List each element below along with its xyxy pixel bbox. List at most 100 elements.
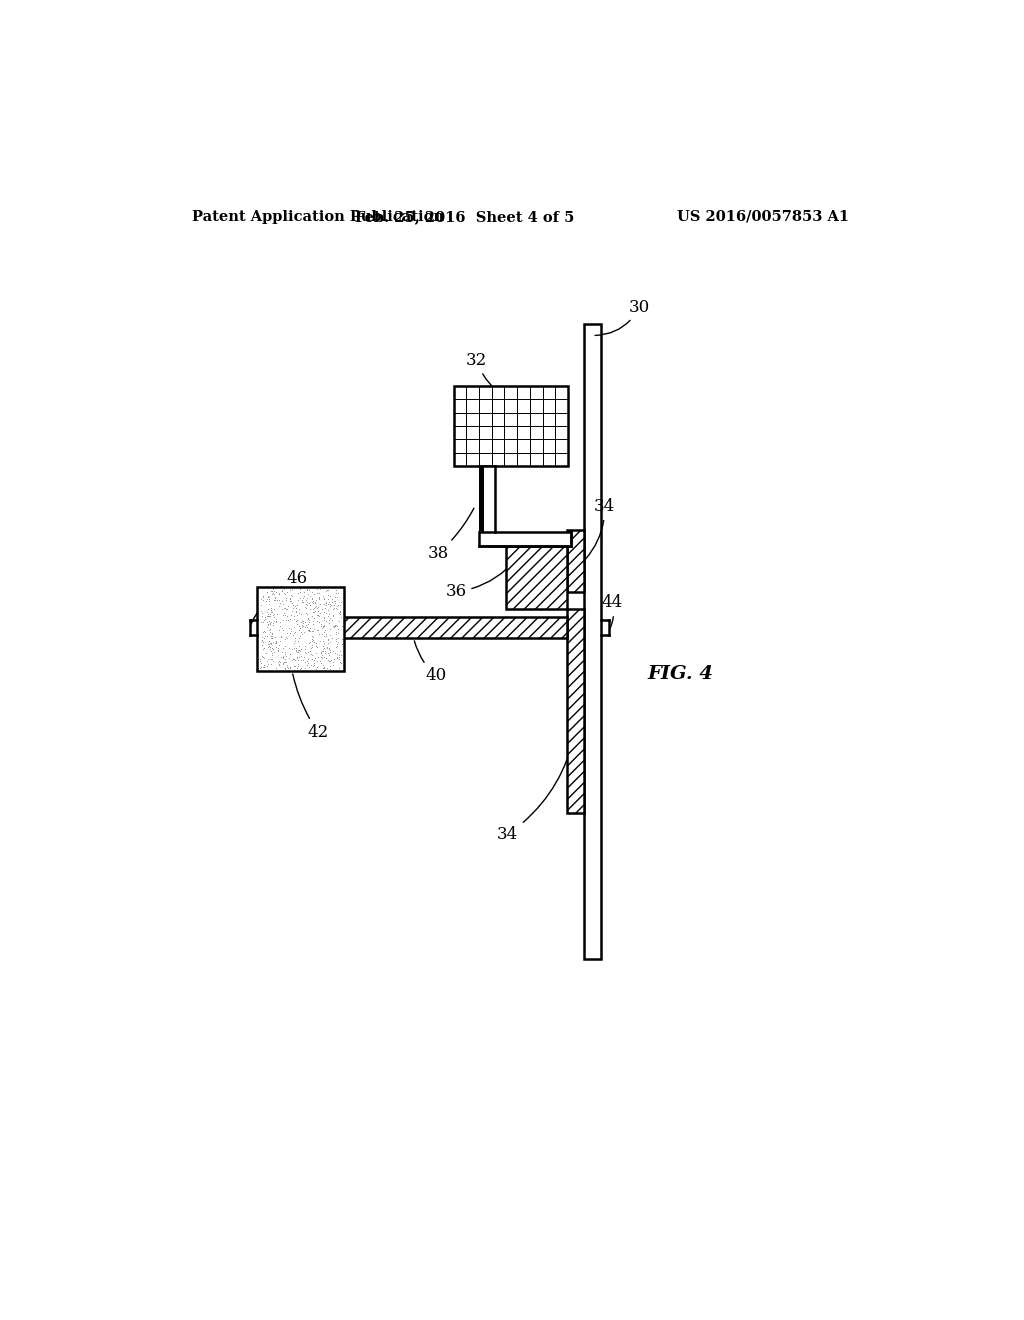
Point (328, 631, 344, 652)
Point (300, 583, 316, 605)
Point (287, 655, 303, 676)
Point (263, 626, 280, 647)
Point (306, 618, 323, 639)
Point (282, 657, 298, 678)
Point (283, 620, 299, 642)
Point (273, 591, 290, 612)
Point (290, 631, 306, 652)
Point (300, 611, 316, 632)
Point (331, 610, 347, 631)
Point (292, 578, 308, 599)
Point (274, 610, 291, 631)
Point (256, 638, 272, 659)
Point (261, 631, 278, 652)
Point (279, 657, 295, 678)
Point (296, 582, 312, 603)
Point (328, 614, 344, 635)
Point (284, 578, 300, 599)
Point (311, 612, 328, 634)
Point (298, 643, 314, 664)
Point (258, 649, 274, 671)
Point (295, 615, 311, 636)
Point (254, 606, 270, 627)
Point (301, 656, 317, 677)
Point (322, 659, 338, 680)
Point (261, 606, 278, 627)
Point (303, 644, 319, 665)
Point (291, 639, 307, 660)
Point (255, 656, 271, 677)
Point (298, 598, 314, 619)
Point (329, 647, 345, 668)
Point (298, 593, 314, 614)
Point (255, 632, 271, 653)
Point (266, 579, 283, 601)
Point (303, 582, 319, 603)
Point (301, 593, 317, 614)
Point (317, 623, 334, 644)
Point (306, 598, 323, 619)
Point (278, 599, 294, 620)
Point (300, 619, 316, 640)
Point (264, 648, 281, 669)
Point (306, 607, 323, 628)
Point (307, 597, 324, 618)
Point (264, 632, 281, 653)
Point (288, 628, 304, 649)
Point (294, 589, 310, 610)
Point (267, 611, 284, 632)
Point (306, 653, 323, 675)
Point (309, 595, 326, 616)
Bar (257, 586, 344, 671)
Point (314, 615, 331, 636)
Point (273, 581, 290, 602)
Point (268, 609, 285, 630)
Text: 30: 30 (595, 298, 650, 335)
Point (317, 647, 334, 668)
Point (325, 615, 341, 636)
Point (289, 614, 305, 635)
Point (292, 587, 308, 609)
Point (330, 623, 346, 644)
Point (262, 599, 279, 620)
Point (315, 601, 332, 622)
Point (330, 582, 346, 603)
Point (272, 647, 289, 668)
Point (282, 587, 298, 609)
Point (311, 593, 328, 614)
Point (260, 586, 276, 607)
Point (265, 598, 282, 619)
Point (331, 602, 347, 623)
Point (274, 642, 291, 663)
Point (315, 638, 332, 659)
Point (321, 612, 337, 634)
Point (316, 622, 333, 643)
Point (254, 631, 270, 652)
Point (293, 645, 309, 667)
Point (306, 601, 323, 622)
Point (272, 615, 289, 636)
Point (266, 583, 283, 605)
Point (327, 598, 343, 619)
Point (328, 598, 344, 619)
Point (275, 578, 292, 599)
Point (309, 619, 326, 640)
Point (263, 632, 280, 653)
Point (331, 644, 347, 665)
Point (315, 616, 332, 638)
Point (307, 591, 324, 612)
Point (309, 598, 326, 619)
Point (288, 601, 304, 622)
Point (271, 595, 288, 616)
Point (304, 628, 321, 649)
Point (271, 653, 288, 675)
Point (287, 649, 303, 671)
Point (259, 601, 275, 622)
Point (329, 647, 345, 668)
Point (261, 590, 278, 611)
Point (254, 626, 270, 647)
Point (293, 611, 309, 632)
Point (326, 590, 342, 611)
Point (290, 649, 306, 671)
Point (326, 595, 342, 616)
